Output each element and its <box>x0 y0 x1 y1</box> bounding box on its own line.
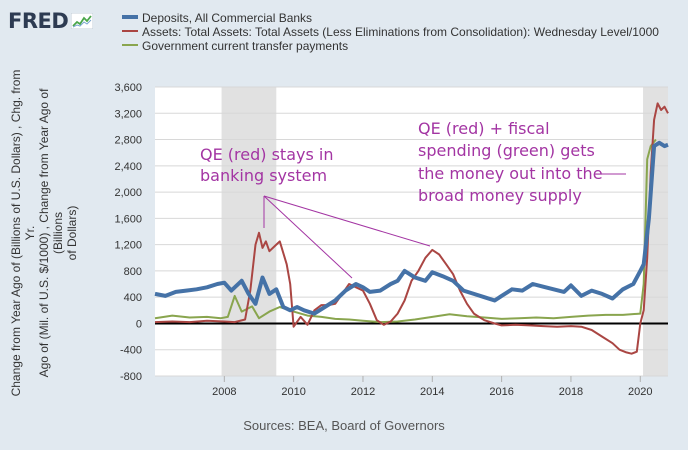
x-tick-label: 2012 <box>351 386 375 398</box>
x-tick-label: 2008 <box>212 386 236 398</box>
series-lines <box>154 102 669 355</box>
annotation-pointer <box>263 195 431 247</box>
gridlines <box>155 86 668 377</box>
annotation-text: broad money supply <box>418 186 582 205</box>
y-tick-label: 2,000 <box>114 187 142 199</box>
green-line-swatch <box>122 44 138 46</box>
annotation-text: QE (red) stays in <box>200 145 333 164</box>
y-tick-label: -400 <box>120 345 142 357</box>
y-tick-label: 1,600 <box>114 213 142 225</box>
annotation-text: banking system <box>200 166 327 185</box>
recession-band <box>221 87 277 376</box>
chart: -800 -400 0 400 800 1,200 1,600 2,000 2,400 2,800… <box>114 82 669 398</box>
series-line-deposits <box>154 140 669 316</box>
red-line-swatch <box>122 30 138 32</box>
annotation-pointer <box>263 195 353 279</box>
legend-label-deposits: Deposits, All Commercial Banks <box>142 11 313 25</box>
y-tick-label: 1,200 <box>114 240 142 252</box>
y-tick-label: 400 <box>124 292 142 304</box>
legend: Deposits, All Commercial Banks Assets: T… <box>122 11 682 53</box>
legend-label-transfers: Government current transfer payments <box>142 39 349 53</box>
y-tick-label: 2,800 <box>114 135 142 147</box>
y-tick-label: -800 <box>120 371 142 383</box>
source-note: Sources: BEA, Board of Governors <box>243 418 445 433</box>
annotation-text: QE (red) + fiscal <box>418 119 550 138</box>
annotation-text: spending (green) gets <box>418 141 595 160</box>
x-tick-label: 2014 <box>420 386 444 398</box>
y-tick-labels: -800 -400 0 400 800 1,200 1,600 2,000 2,400 2,800… <box>114 82 142 383</box>
x-tick-label: 2010 <box>281 386 305 398</box>
fred-chart-icon <box>71 13 94 29</box>
x-tick-label: 2016 <box>489 386 513 398</box>
legend-item-assets[interactable]: Assets: Total Assets: Total Assets (Less… <box>122 25 682 39</box>
y-tick-label: 2,400 <box>114 161 142 173</box>
y-tick-label: 3,600 <box>114 82 142 94</box>
legend-item-transfers[interactable]: Government current transfer payments <box>122 39 682 53</box>
blue-line-swatch <box>122 15 138 19</box>
series-line-assets <box>154 102 669 355</box>
fred-logo[interactable]: FRED <box>8 9 94 33</box>
legend-item-deposits[interactable]: Deposits, All Commercial Banks <box>122 11 682 25</box>
x-tick-label: 2018 <box>559 386 583 398</box>
x-tick-label: 2020 <box>628 386 652 398</box>
y-tick-label: 3,200 <box>114 108 142 120</box>
fred-wordmark: FRED <box>8 9 69 33</box>
recession-bands <box>221 87 668 376</box>
annotation-text: the money out into the <box>418 164 603 183</box>
y-tick-label: 800 <box>124 266 142 278</box>
x-tick-labels: 2008 2010 2012 2014 2016 2018 2020 <box>212 376 653 398</box>
y-tick-label: 0 <box>136 318 142 330</box>
annotations: QE (red) stays in banking system QE (red… <box>200 119 626 279</box>
legend-label-assets: Assets: Total Assets: Total Assets (Less… <box>142 25 659 39</box>
